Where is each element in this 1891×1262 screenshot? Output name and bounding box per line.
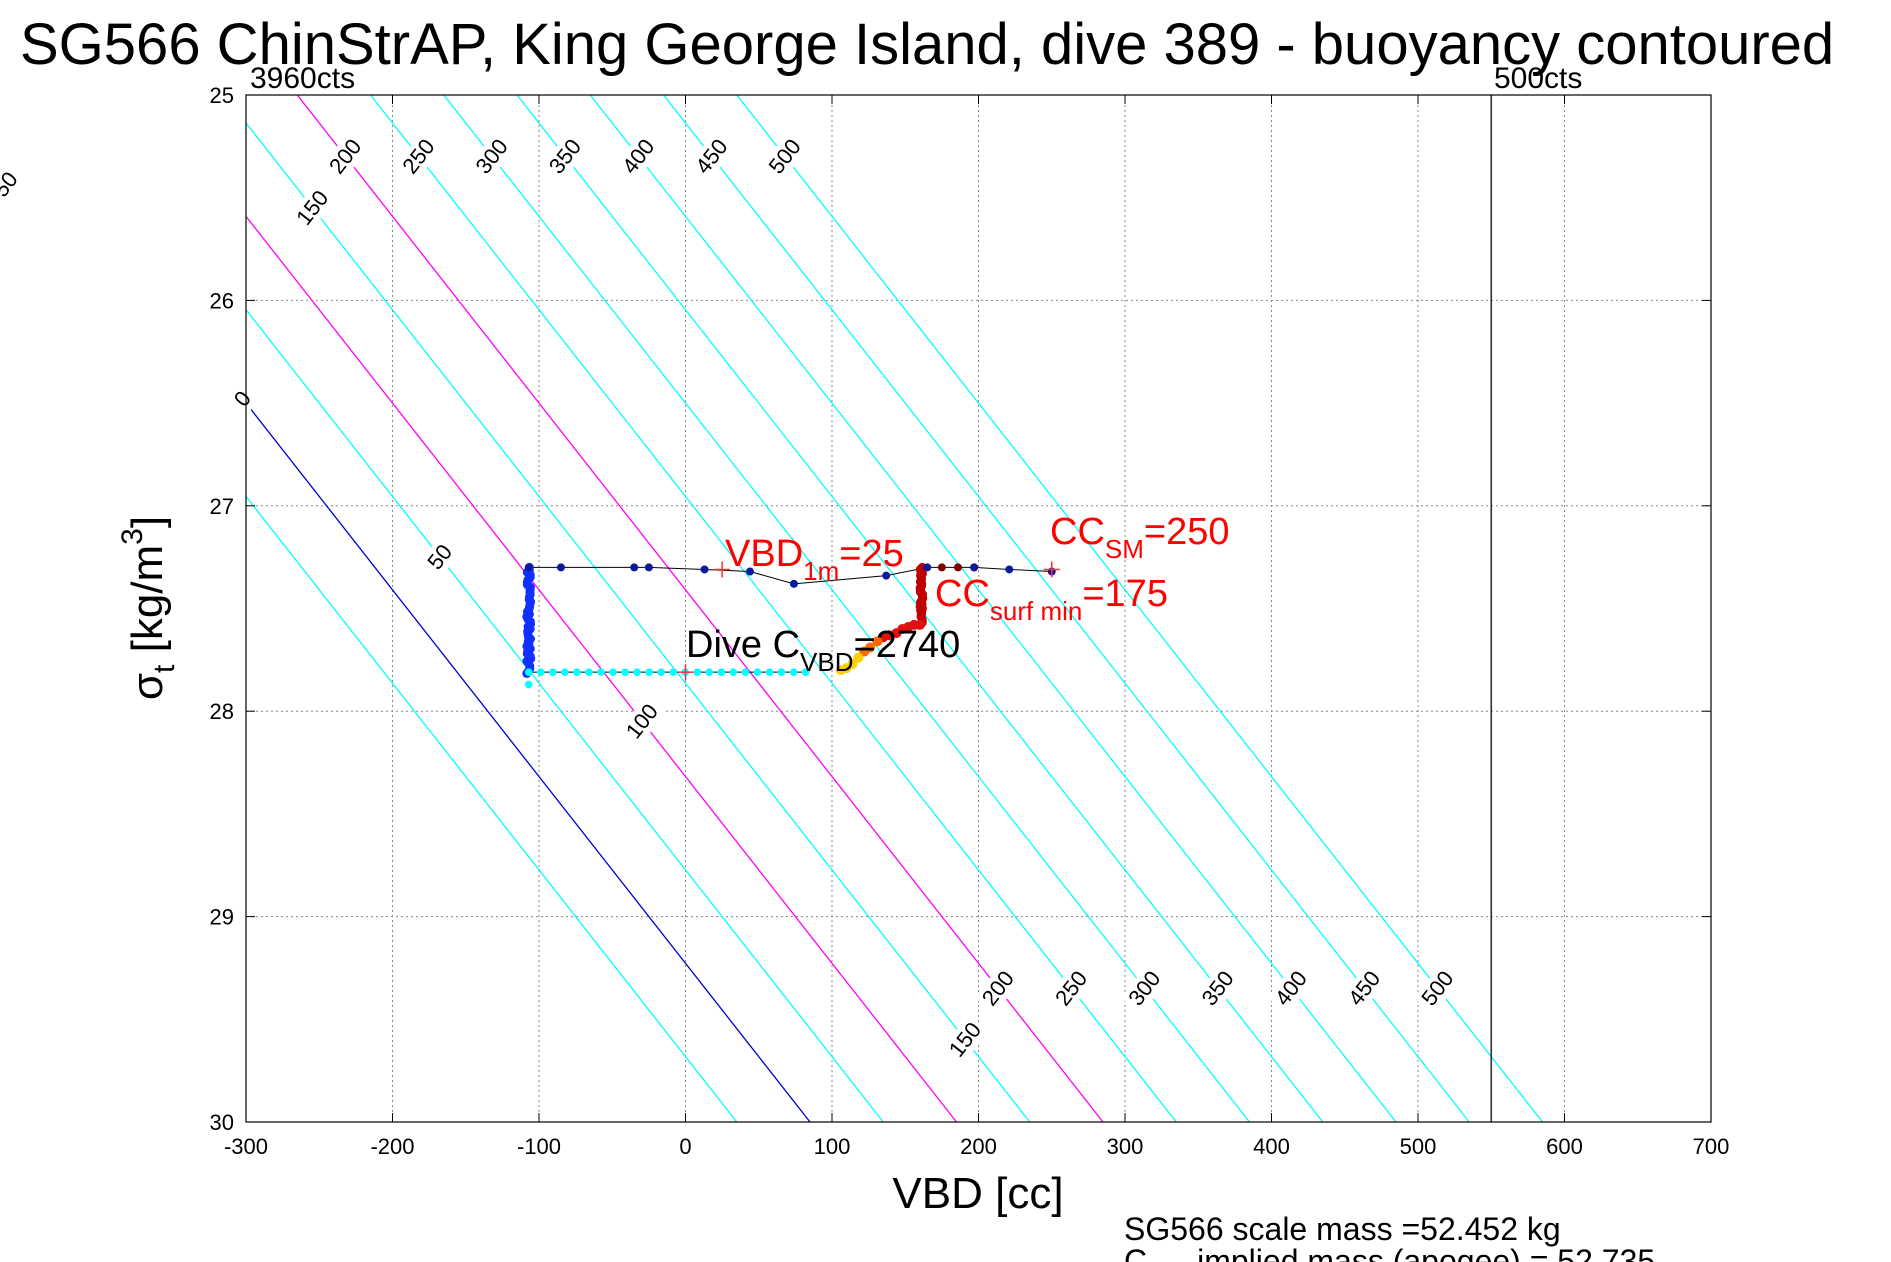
dive-point [537,668,545,676]
y-tick-label: 29 [210,905,234,930]
dive-point [790,580,798,588]
x-tick-label: 300 [1107,1134,1144,1159]
y-tick-label: 27 [210,494,234,519]
dive-point [742,668,750,676]
dive-point [630,563,638,571]
x-tick-label: 500 [1400,1134,1437,1159]
y-axis-label: σt [kg/m3] [116,516,181,700]
dive-point [645,563,653,571]
counts-label-left: 3960cts [250,62,355,95]
dive-point [669,668,677,676]
dive-point [585,668,593,676]
dive-point [730,668,738,676]
x-tick-label: 700 [1693,1134,1730,1159]
dive-point [633,668,641,676]
dive-point [645,668,653,676]
dive-point [573,668,581,676]
x-tick-label: 200 [960,1134,997,1159]
dive-point [657,668,665,676]
y-tick-label: 26 [210,288,234,313]
y-tick-label: 30 [210,1110,234,1135]
dive-point [701,565,709,573]
y-tick-label: 25 [210,83,234,108]
dive-point [718,668,726,676]
x-tick-label: -100 [517,1134,561,1159]
dive-point [525,563,533,571]
counts-label-right: 500cts [1494,62,1582,95]
dive-point [970,563,978,571]
dive-point [557,563,565,571]
dive-point [609,668,617,676]
x-tick-label: 0 [679,1134,691,1159]
dive-point [778,668,786,676]
dive-point [1005,565,1013,573]
x-tick-label: -200 [370,1134,414,1159]
dive-point [706,668,714,676]
dive-point [561,668,569,676]
dive-point [790,668,798,676]
x-tick-label: 100 [814,1134,851,1159]
implied-mass-text: Cimplied mass (apogee) = 52.735 [1124,1243,1655,1262]
dive-point [766,668,774,676]
x-tick-label: -300 [224,1134,268,1159]
x-axis-label: VBD [cc] [892,1169,1063,1218]
dive-point [525,681,533,689]
y-tick-label: 28 [210,699,234,724]
dive-point [923,563,931,571]
dive-point [597,668,605,676]
dive-point [621,668,629,676]
scale-mass-text: SG566 scale mass =52.452 kg [1124,1211,1561,1247]
dive-point [525,668,533,676]
dive-point [938,563,946,571]
dive-point [754,668,762,676]
dive-point [954,563,962,571]
x-tick-label: 400 [1253,1134,1290,1159]
dive-point [693,668,701,676]
dive-point [549,668,557,676]
x-tick-label: 600 [1546,1134,1583,1159]
